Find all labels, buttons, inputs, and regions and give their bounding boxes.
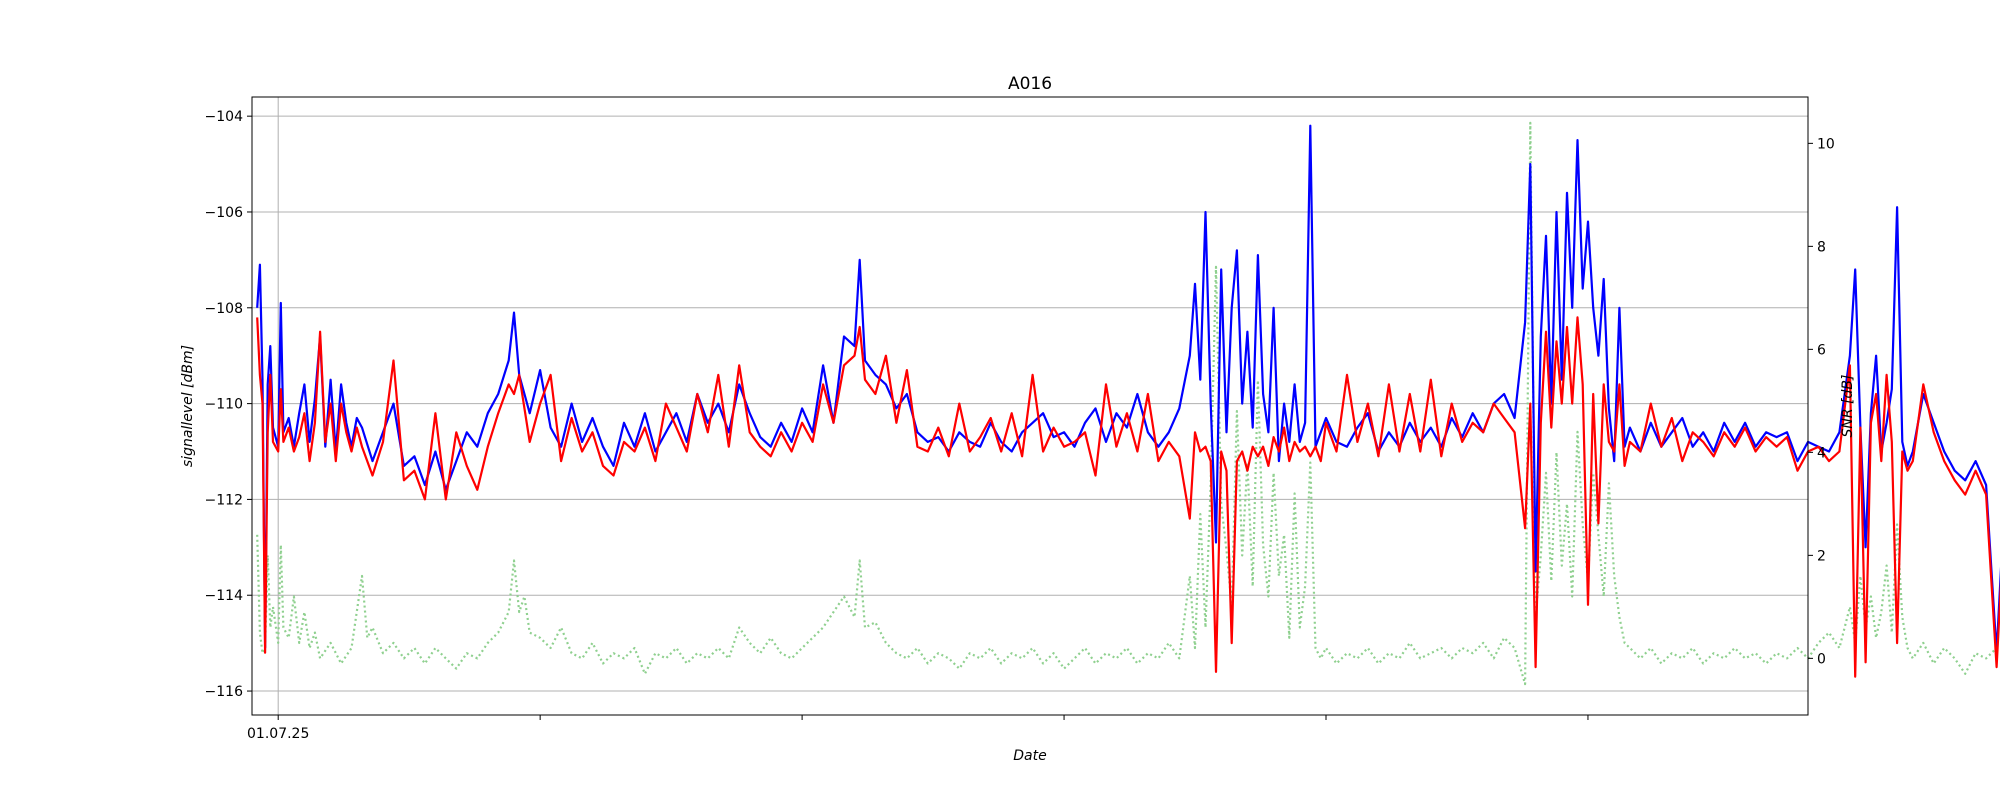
left-y-tick-label: −116 [205, 684, 244, 700]
chart-title: A016 [1008, 74, 1052, 94]
x-tick-label: 01.07.25 [247, 726, 309, 742]
right-y-axis: 0 2 4 6 8 10 [1808, 136, 1835, 667]
left-y-tick-label: −112 [205, 492, 243, 508]
left-y-tick-label: −110 [205, 397, 243, 413]
right-y-axis-label: SNR [dB] [1840, 375, 1856, 438]
x-axis-label: Date [1013, 748, 1046, 764]
left-y-tick-label: −114 [205, 588, 244, 604]
plot-area [256, 121, 2000, 686]
x-axis: 01.07.25 [247, 715, 1589, 742]
right-y-tick-label: 2 [1817, 548, 1826, 564]
left-y-axis: −116 −114 −112 −110 −108 −106 −104 [205, 109, 252, 700]
series-line-1 [256, 316, 2000, 678]
right-y-tick-label: 10 [1817, 136, 1835, 152]
left-y-axis-label: signallevel [dBm] [180, 345, 196, 467]
left-y-tick-label: −108 [205, 301, 243, 317]
left-y-tick-label: −104 [205, 109, 244, 125]
left-y-tick-label: −106 [205, 205, 244, 221]
right-y-tick-label: 4 [1817, 445, 1826, 461]
right-y-tick-label: 6 [1817, 342, 1826, 358]
right-y-tick-label: 8 [1817, 239, 1826, 255]
series-line-0 [256, 124, 2000, 654]
right-y-tick-label: 0 [1817, 651, 1826, 667]
axes-frame [251, 96, 1809, 716]
